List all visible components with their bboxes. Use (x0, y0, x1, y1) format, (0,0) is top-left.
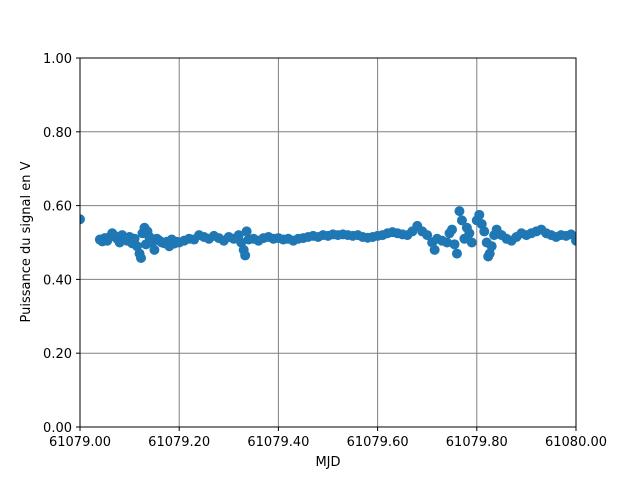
y-axis-label: Puissance du signal en V (19, 161, 34, 322)
point (136, 252, 147, 263)
point (149, 244, 160, 255)
point (456, 215, 467, 226)
point (80, 214, 85, 225)
point (449, 239, 460, 250)
x-tick-label: 61079.20 (148, 435, 210, 450)
y-tick-label: 0.20 (43, 347, 72, 362)
x-axis-label: MJD (315, 455, 340, 470)
point (429, 244, 440, 255)
y-tick-label: 0.80 (43, 126, 72, 141)
point (241, 226, 252, 237)
point (464, 228, 475, 239)
points (80, 206, 576, 263)
x-tick-label: 61079.80 (446, 435, 508, 450)
y-tick-label: 1.00 (43, 52, 72, 67)
x-tick-label: 61079.60 (347, 435, 409, 450)
point (486, 241, 497, 252)
point (447, 224, 457, 235)
x-tick-label: 61079.40 (247, 435, 309, 450)
point (451, 248, 462, 259)
point (571, 235, 576, 246)
point (466, 237, 477, 248)
point (422, 230, 433, 241)
point (240, 250, 251, 261)
point (474, 209, 485, 220)
y-tick-label: 0.60 (43, 200, 72, 215)
plot-frame (79, 57, 577, 428)
point (454, 206, 465, 217)
y-tick-label: 0.00 (43, 421, 72, 436)
y-tick-label: 0.40 (43, 273, 72, 288)
x-tick-label: 61079.00 (49, 435, 111, 450)
point (479, 226, 490, 237)
x-tick-label: 61080.00 (545, 435, 607, 450)
